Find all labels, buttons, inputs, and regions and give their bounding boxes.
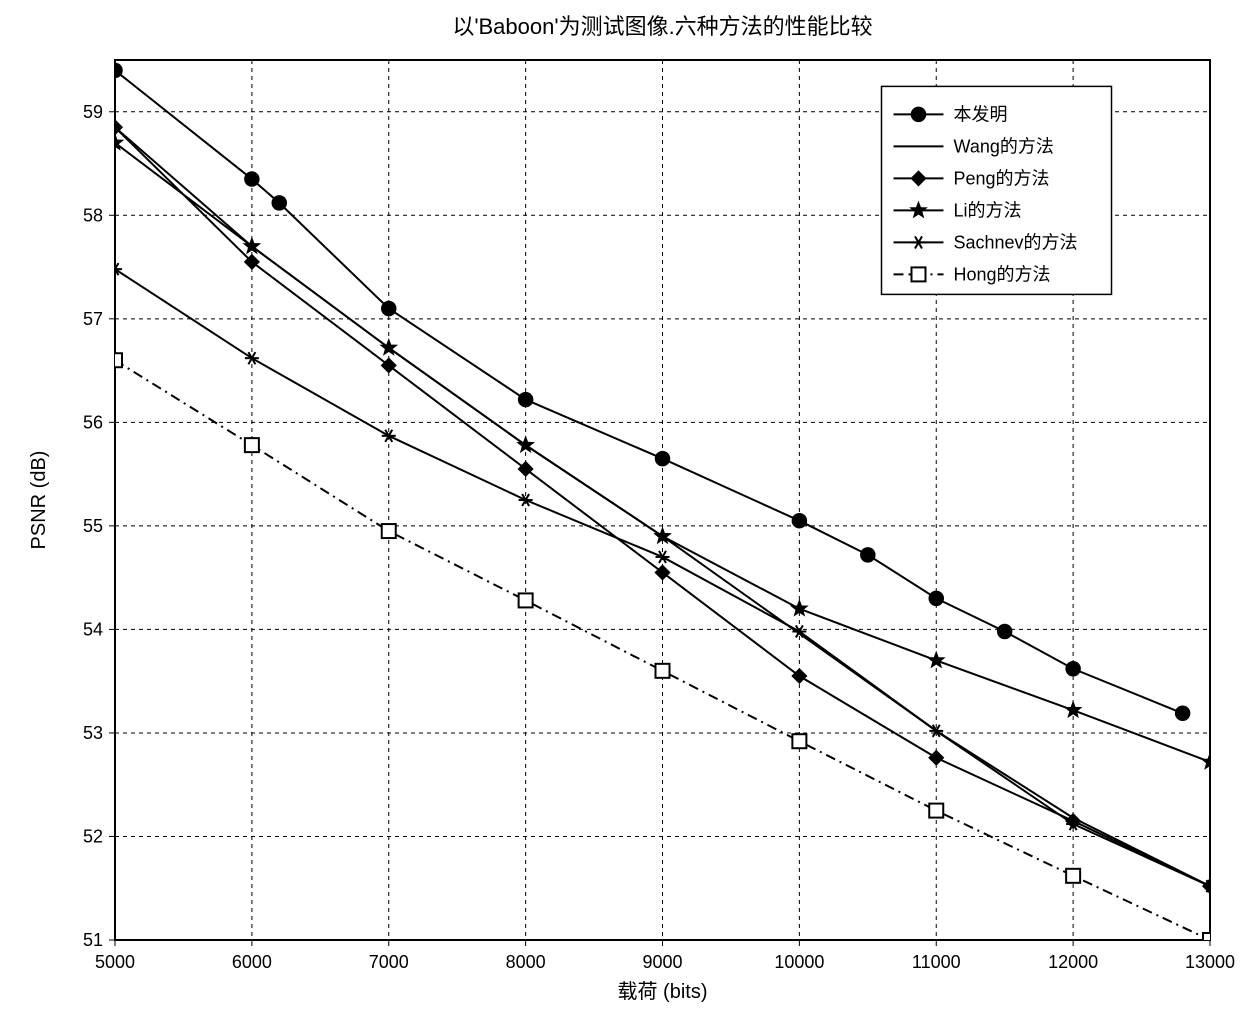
circle-marker bbox=[1066, 662, 1080, 676]
ytick-label: 53 bbox=[83, 723, 103, 743]
square-marker bbox=[382, 524, 396, 538]
xtick-label: 6000 bbox=[232, 952, 272, 972]
chart-title: 以'Baboon'为测试图像.六种方法的性能比较 bbox=[452, 14, 872, 39]
x-axis-label: 载荷 (bits) bbox=[618, 980, 708, 1003]
circle-marker bbox=[792, 514, 806, 528]
legend-label: Sachnev的方法 bbox=[954, 232, 1078, 252]
circle-marker bbox=[382, 301, 396, 315]
ytick-label: 56 bbox=[83, 412, 103, 432]
circle-marker bbox=[861, 548, 875, 562]
xtick-label: 5000 bbox=[95, 952, 135, 972]
square-marker bbox=[1066, 869, 1080, 883]
y-axis-label: PSNR (dB) bbox=[28, 451, 50, 550]
legend-label: 本发明 bbox=[954, 104, 1008, 124]
legend: 本发明 Wang的方法 Peng的方法 Li的方法 Sachnev的方法 Hong的方法 bbox=[882, 86, 1112, 294]
star-marker bbox=[928, 652, 944, 667]
ytick-label: 54 bbox=[83, 619, 103, 639]
series-5 bbox=[108, 353, 1217, 947]
square-marker bbox=[929, 804, 943, 818]
xtick-label: 10000 bbox=[774, 952, 824, 972]
legend-label: Li的方法 bbox=[954, 200, 1022, 220]
square-marker bbox=[245, 438, 259, 452]
xtick-label: 8000 bbox=[506, 952, 546, 972]
ytick-label: 57 bbox=[83, 309, 103, 329]
legend-label: Hong的方法 bbox=[954, 264, 1051, 284]
circle-marker bbox=[272, 196, 286, 210]
asterisk-marker bbox=[656, 551, 670, 563]
ytick-label: 52 bbox=[83, 826, 103, 846]
circle-marker bbox=[108, 63, 122, 77]
diamond-marker bbox=[929, 751, 943, 765]
circle-marker bbox=[656, 452, 670, 466]
square-marker bbox=[912, 267, 926, 281]
circle-marker bbox=[245, 172, 259, 186]
circle-marker bbox=[519, 393, 533, 407]
ytick-label: 59 bbox=[83, 102, 103, 122]
ytick-label: 58 bbox=[83, 205, 103, 225]
ytick-label: 55 bbox=[83, 516, 103, 536]
square-marker bbox=[108, 353, 122, 367]
legend-label: Peng的方法 bbox=[954, 168, 1050, 188]
xtick-label: 12000 bbox=[1048, 952, 1098, 972]
xtick-label: 7000 bbox=[369, 952, 409, 972]
circle-marker bbox=[1176, 706, 1190, 720]
square-marker bbox=[656, 664, 670, 678]
chart-container: 5000 6000 7000 8000 9000 10000 11000 12000 13000… bbox=[0, 0, 1240, 1016]
xtick-label: 9000 bbox=[642, 952, 682, 972]
star-marker bbox=[1065, 702, 1081, 717]
legend-row: Hong的方法 bbox=[894, 264, 1051, 284]
xtick-label: 11000 bbox=[912, 952, 961, 972]
square-marker bbox=[792, 734, 806, 748]
circle-marker bbox=[998, 624, 1012, 638]
chart-svg: 5000 6000 7000 8000 9000 10000 11000 12000 13000… bbox=[0, 0, 1240, 1016]
ytick-label: 51 bbox=[83, 930, 103, 950]
square-marker bbox=[519, 593, 533, 607]
circle-marker bbox=[929, 591, 943, 605]
circle-marker bbox=[912, 107, 926, 121]
xtick-label: 13000 bbox=[1185, 952, 1235, 972]
legend-label: Wang的方法 bbox=[954, 136, 1054, 156]
